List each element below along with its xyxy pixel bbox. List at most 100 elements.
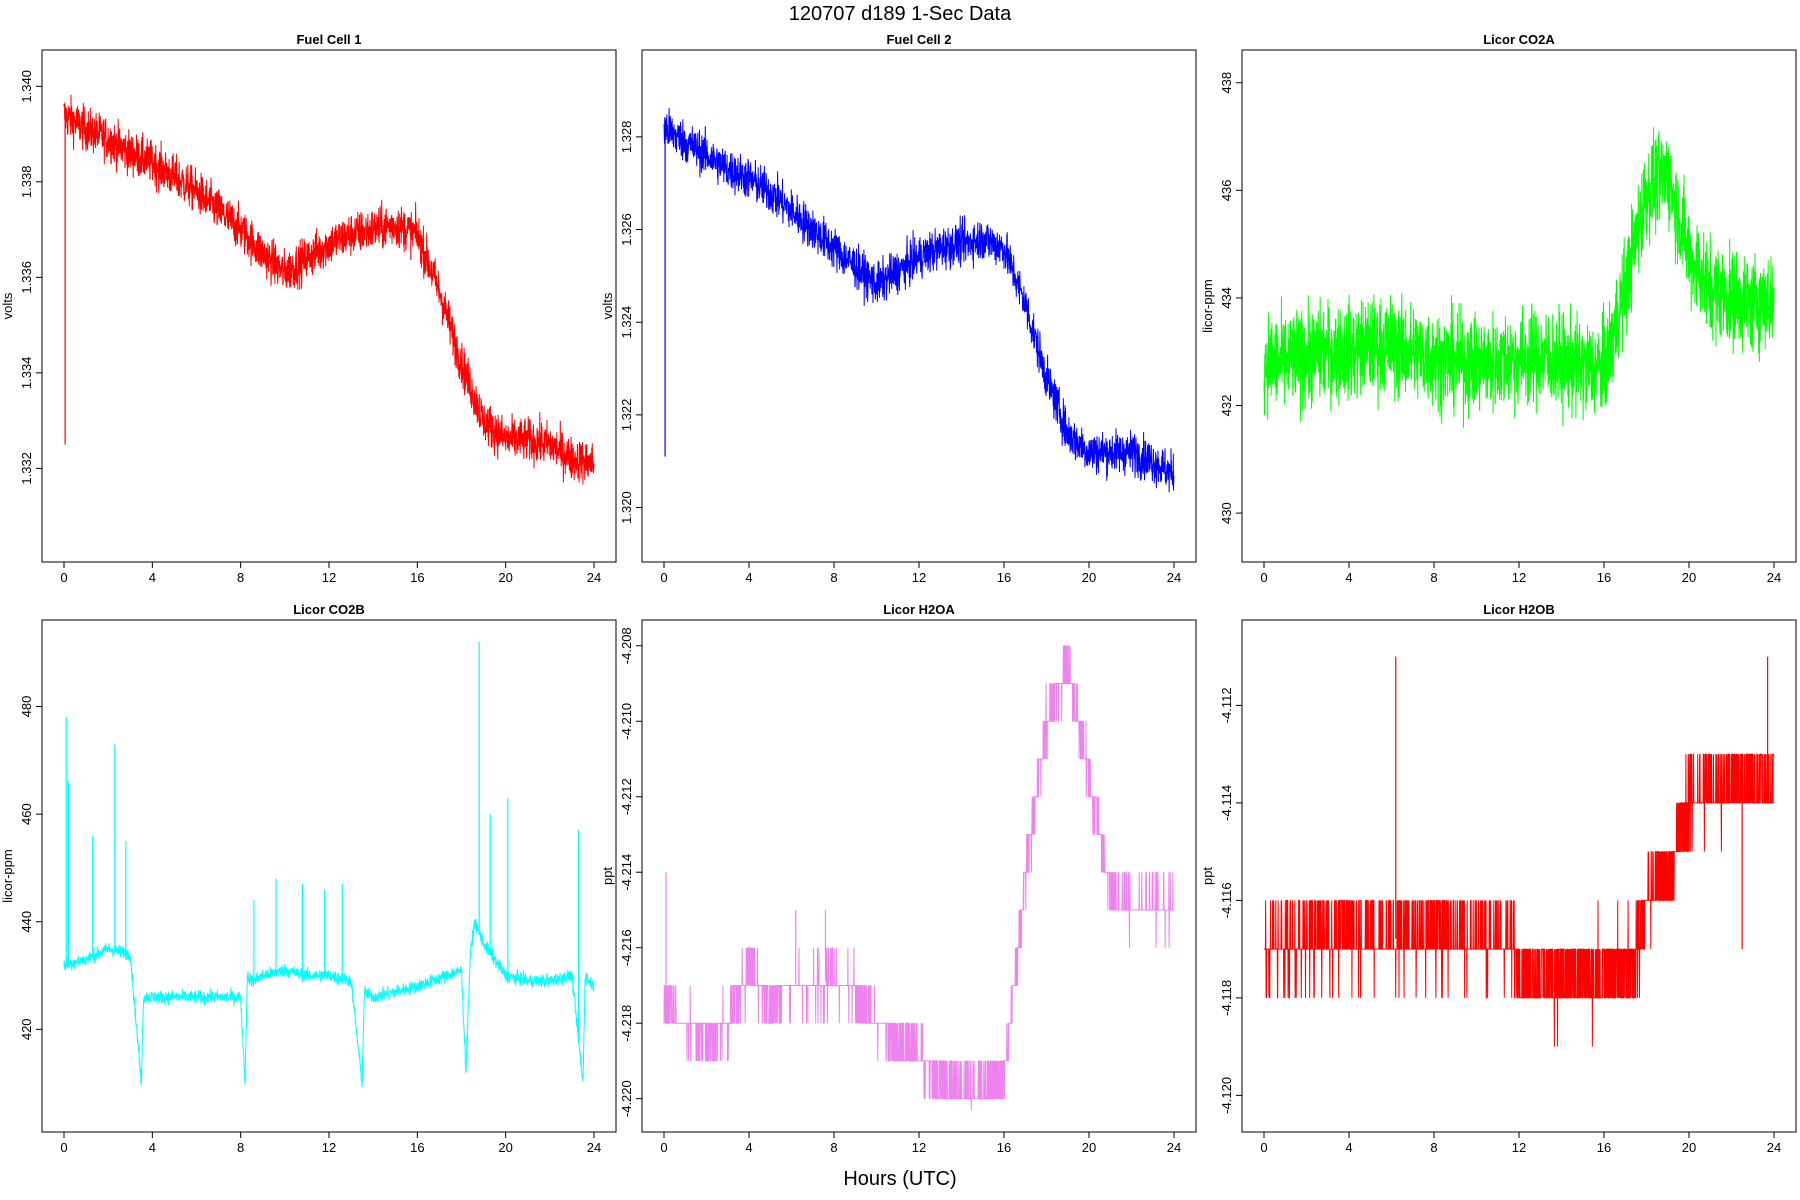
y-tick-label: 440 <box>19 911 34 933</box>
y-tick-label: 420 <box>19 1018 34 1040</box>
x-tick-label: 24 <box>1167 570 1181 585</box>
x-tick-label: 0 <box>1260 1140 1267 1155</box>
y-axis-label: licor-ppm <box>1200 279 1215 332</box>
y-axis-label: licor-ppm <box>0 849 15 902</box>
series-line <box>1264 753 1774 1047</box>
y-tick-label: -4.116 <box>1219 882 1234 918</box>
plot-frame <box>41 619 617 1133</box>
x-tick-label: 20 <box>498 570 512 585</box>
x-tick-label: 24 <box>1767 1140 1781 1155</box>
x-tick-label: 16 <box>997 570 1011 585</box>
x-tick-label: 4 <box>149 1140 156 1155</box>
x-tick-label: 12 <box>322 1140 336 1155</box>
x-tick-label: 24 <box>587 1140 601 1155</box>
y-tick-label: -4.114 <box>1219 785 1234 821</box>
x-tick-label: 8 <box>237 1140 244 1155</box>
series-line <box>1263 127 1775 428</box>
panel-title: Fuel Cell 2 <box>886 32 951 47</box>
y-tick-label: 430 <box>1219 502 1234 524</box>
x-tick-label: 0 <box>1260 570 1267 585</box>
y-tick-label: 434 <box>1219 287 1234 309</box>
x-tick-label: 16 <box>410 1140 424 1155</box>
x-tick-label: 4 <box>1345 1140 1352 1155</box>
y-tick-label: 1.326 <box>619 213 634 246</box>
x-tick-label: 8 <box>1430 1140 1437 1155</box>
panel-title: Licor H2OA <box>883 602 955 617</box>
panel-6: Licor H2OB ppt 0 4 8 12 16 20 24 -4.120 -4.118 -4.1… <box>1200 602 1797 1155</box>
x-tick-label: 24 <box>1767 570 1781 585</box>
y-axis-label: volts <box>0 292 15 319</box>
x-tick-label: 0 <box>660 1140 667 1155</box>
y-tick-label: 1.336 <box>19 261 34 294</box>
panel-title: Licor H2OB <box>1483 602 1555 617</box>
x-tick-label: 4 <box>1345 570 1352 585</box>
x-tick-label: 20 <box>1082 1140 1096 1155</box>
x-tick-label: 16 <box>1597 1140 1611 1155</box>
panel-title: Licor CO2A <box>1483 32 1555 47</box>
series-line <box>663 107 1175 493</box>
x-tick-label: 24 <box>1167 1140 1181 1155</box>
x-tick-label: 4 <box>745 1140 752 1155</box>
x-tick-label: 20 <box>1082 570 1096 585</box>
x-tick-label: 20 <box>1682 1140 1696 1155</box>
x-tick-label: 24 <box>587 570 601 585</box>
y-tick-label: 438 <box>1219 72 1234 94</box>
x-tick-label: 12 <box>1512 1140 1526 1155</box>
panel-title: Fuel Cell 1 <box>296 32 361 47</box>
y-tick-label: -4.210 <box>619 703 634 740</box>
y-tick-label: -4.118 <box>1219 980 1234 1016</box>
y-tick-label: 1.340 <box>19 70 34 103</box>
y-axis-label: volts <box>600 292 615 319</box>
x-tick-label: 16 <box>1597 570 1611 585</box>
x-tick-label: 20 <box>498 1140 512 1155</box>
y-tick-label: 1.324 <box>619 306 634 339</box>
series-line <box>63 918 595 1087</box>
panel-5: Licor H2OA ppt 0 4 8 12 16 20 24 -4.220 -4.218 -4.2… <box>600 602 1197 1155</box>
y-tick-label: -4.220 <box>619 1080 634 1117</box>
y-tick-label: 1.334 <box>19 357 34 390</box>
y-axis-label: ppt <box>1200 867 1215 885</box>
x-tick-label: 12 <box>912 1140 926 1155</box>
x-tick-label: 8 <box>830 1140 837 1155</box>
panel-4: Licor CO2B licor-ppm 0 4 8 12 16 20 24 420 440 460 4… <box>0 602 617 1155</box>
x-tick-label: 0 <box>60 570 67 585</box>
panel-3: Licor CO2A licor-ppm 0 4 8 12 16 20 24 430 432 434 4… <box>1200 32 1797 585</box>
y-tick-label: 1.332 <box>19 452 34 485</box>
y-tick-label: 1.338 <box>19 166 34 199</box>
plot-frame <box>41 49 617 563</box>
y-tick-label: 1.328 <box>619 121 634 154</box>
x-axis-label: Hours (UTC) <box>843 1168 957 1190</box>
y-tick-label: -4.214 <box>619 854 634 891</box>
y-tick-label: -4.112 <box>1219 687 1234 723</box>
y-tick-label: 480 <box>19 696 34 718</box>
x-tick-label: 20 <box>1682 570 1696 585</box>
panel-title: Licor CO2B <box>293 602 365 617</box>
x-tick-label: 0 <box>60 1140 67 1155</box>
x-tick-label: 16 <box>410 570 424 585</box>
x-tick-label: 8 <box>237 570 244 585</box>
y-axis-label: ppt <box>600 867 615 885</box>
series-line <box>63 94 595 485</box>
plot-frame <box>1241 619 1797 1133</box>
x-tick-label: 12 <box>1512 570 1526 585</box>
x-tick-label: 12 <box>322 570 336 585</box>
x-tick-label: 0 <box>660 570 667 585</box>
x-tick-label: 4 <box>745 570 752 585</box>
x-tick-label: 8 <box>830 570 837 585</box>
y-tick-label: 1.322 <box>619 399 634 432</box>
x-tick-label: 8 <box>1430 570 1437 585</box>
figure-title: 120707 d189 1-Sec Data <box>788 3 1012 25</box>
panel-1: Fuel Cell 1 volts 0 4 8 12 16 20 24 1.332 1.334 1.3… <box>0 32 617 585</box>
x-tick-label: 12 <box>912 570 926 585</box>
y-tick-label: -4.216 <box>619 929 634 966</box>
y-tick-label: -4.218 <box>619 1005 634 1042</box>
y-tick-label: -4.208 <box>619 627 634 664</box>
y-tick-label: 436 <box>1219 179 1234 201</box>
x-tick-label: 4 <box>149 570 156 585</box>
y-tick-label: -4.120 <box>1219 1077 1234 1114</box>
y-tick-label: 460 <box>19 803 34 825</box>
x-tick-label: 16 <box>997 1140 1011 1155</box>
y-tick-label: 1.320 <box>619 491 634 524</box>
